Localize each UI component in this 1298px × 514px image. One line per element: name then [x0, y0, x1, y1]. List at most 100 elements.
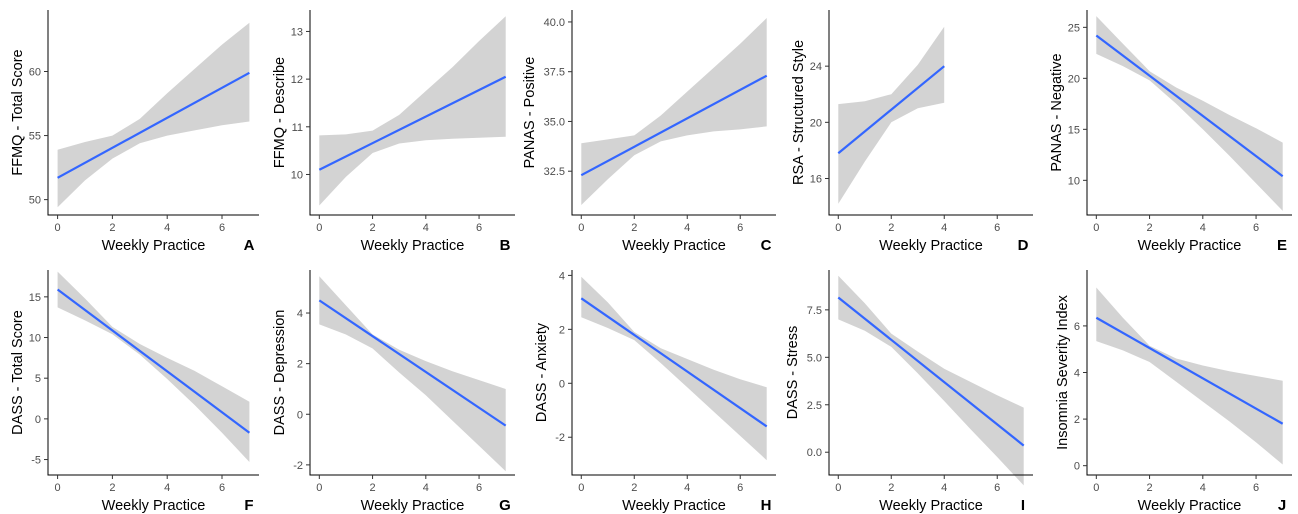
x-tick-label: 4: [684, 482, 690, 494]
regression-line: [57, 71, 250, 179]
y-tick-label: 50: [29, 195, 41, 207]
x-tick-label: 4: [423, 482, 429, 494]
x-tick-label: 6: [476, 222, 482, 234]
confidence-band: [1096, 16, 1283, 211]
confidence-band: [57, 271, 250, 462]
x-tick-label: 2: [631, 482, 637, 494]
x-tick-label: 0: [835, 222, 841, 234]
x-axis-title: Weekly Practice: [622, 498, 726, 514]
regression-line: [318, 299, 507, 427]
y-axis-title: DASS - Total Score: [10, 310, 26, 435]
x-axis-title: Weekly Practice: [102, 238, 206, 254]
confidence-band: [57, 22, 250, 208]
x-tick-label: 6: [476, 482, 482, 494]
x-tick-label: 2: [1147, 482, 1153, 494]
panel-g: 0 2 4 6 -2 0 2 4 Weekly Practice DASS - Depressio…: [272, 270, 515, 514]
x-tick-label: 4: [1200, 482, 1206, 494]
y-tick-label: 55: [29, 131, 41, 143]
x-axis-title: Weekly Practice: [622, 238, 726, 254]
regression-line: [837, 296, 1025, 447]
confidence-band: [838, 26, 945, 204]
y-tick-label: -5: [31, 455, 41, 467]
y-tick-label: 37.5: [544, 67, 565, 79]
y-tick-label: 10: [29, 333, 41, 345]
x-tick-label: 4: [684, 222, 690, 234]
panel-letter: D: [1018, 237, 1029, 254]
x-tick-label: 6: [219, 222, 225, 234]
y-tick-label: -2: [293, 460, 303, 472]
x-tick-label: 0: [1093, 482, 1099, 494]
panel-i: 0 2 4 6 0.0 2.5 5.0 7.5 Weekly Practice DASS - St…: [785, 270, 1033, 514]
y-tick-label: 0: [35, 414, 41, 426]
x-tick-label: 6: [994, 222, 1000, 234]
x-tick-label: 6: [1253, 482, 1259, 494]
regression-line: [1095, 34, 1284, 178]
x-tick-label: 2: [109, 222, 115, 234]
x-tick-label: 6: [219, 482, 225, 494]
y-tick-label: 25: [1068, 22, 1080, 34]
y-tick-label: 2: [297, 359, 303, 371]
y-tick-label: 20: [1068, 73, 1080, 85]
x-tick-label: 4: [164, 222, 170, 234]
x-tick-label: 2: [888, 482, 894, 494]
panel-letter: J: [1278, 497, 1286, 514]
x-tick-label: 2: [631, 222, 637, 234]
panel-letter: H: [761, 497, 772, 514]
x-axis-title: Weekly Practice: [879, 498, 983, 514]
x-tick-label: 0: [578, 482, 584, 494]
confidence-band: [319, 276, 506, 472]
x-tick-label: 0: [578, 222, 584, 234]
x-tick-label: 6: [737, 222, 743, 234]
y-tick-label: 16: [810, 173, 822, 185]
y-tick-label: 4: [1074, 368, 1080, 380]
y-tick-label: 2.5: [807, 400, 822, 412]
confidence-band: [581, 276, 767, 461]
x-tick-label: 6: [994, 482, 1000, 494]
panel-j: 0 2 4 6 0 2 4 6 Weekly Practice Insomnia Severity…: [1055, 270, 1292, 514]
x-tick-label: 2: [109, 482, 115, 494]
panel-letter: E: [1277, 237, 1287, 254]
y-tick-label: 15: [29, 292, 41, 304]
y-tick-label: 5.0: [807, 352, 822, 364]
confidence-band: [581, 18, 767, 205]
panel-letter: A: [244, 237, 255, 254]
confidence-band: [1096, 287, 1283, 465]
x-tick-label: 2: [888, 222, 894, 234]
panel-letter: I: [1021, 497, 1025, 514]
x-axis-title: Weekly Practice: [361, 238, 465, 254]
x-axis-title: Weekly Practice: [1138, 238, 1242, 254]
y-axis-title: FFMQ - Describe: [272, 57, 288, 168]
y-tick-label: 15: [1068, 124, 1080, 136]
y-tick-label: 7.5: [807, 305, 822, 317]
y-axis-title: DASS - Depression: [272, 310, 288, 436]
y-tick-label: 5: [35, 373, 41, 385]
y-tick-label: 2: [559, 324, 565, 336]
regression-line: [580, 74, 768, 177]
x-tick-label: 4: [164, 482, 170, 494]
y-tick-label: -2: [555, 432, 565, 444]
y-tick-label: 4: [297, 308, 303, 320]
x-tick-label: 4: [423, 222, 429, 234]
x-axis-title: Weekly Practice: [361, 498, 465, 514]
x-tick-label: 2: [1147, 222, 1153, 234]
confidence-band: [319, 16, 506, 206]
panel-letter: B: [500, 237, 511, 254]
y-tick-label: 0: [1074, 461, 1080, 473]
x-tick-label: 0: [835, 482, 841, 494]
y-tick-label: 10: [291, 169, 303, 181]
y-axis-title: PANAS - Negative: [1049, 53, 1065, 171]
panel-h: 0 2 4 6 -2 0 2 4 Weekly Practice DASS - Anxiety H: [534, 270, 776, 514]
panel-c: 0 2 4 6 32.5 35.0 37.5 40.0 Weekly Practice PANAS…: [522, 10, 776, 254]
panel-e: 0 2 4 6 10 15 20 25 Weekly Practice PANAS - Negat…: [1049, 10, 1292, 254]
y-tick-label: 6: [1074, 321, 1080, 333]
panel-b: 0 2 4 6 10 11 12 13 Weekly Practice FFMQ - Descri…: [272, 10, 515, 254]
regression-line: [318, 75, 507, 171]
y-axis-title: DASS - Stress: [785, 326, 801, 419]
panel-letter: F: [244, 497, 253, 514]
y-tick-label: 60: [29, 67, 41, 79]
y-axis-title: DASS - Anxiety: [534, 322, 550, 422]
y-tick-label: 0.0: [807, 447, 822, 459]
